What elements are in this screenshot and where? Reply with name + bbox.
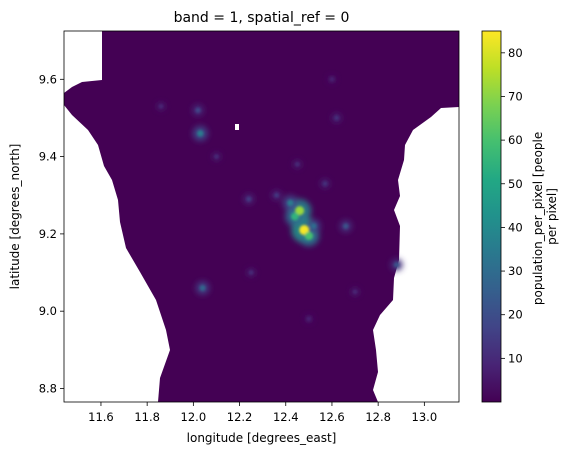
x-tick-label: 12.0 bbox=[181, 410, 207, 424]
density-cell bbox=[248, 270, 254, 275]
density-cell bbox=[246, 196, 252, 202]
density-cell bbox=[343, 223, 349, 229]
colorbar-tick-label: 40 bbox=[508, 220, 523, 234]
colorbar-tick-label: 10 bbox=[508, 351, 523, 365]
colorbar-tick-label: 30 bbox=[508, 264, 523, 278]
y-tick-label: 9.2 bbox=[39, 227, 57, 241]
density-cell bbox=[214, 154, 219, 159]
nodata-pixel bbox=[235, 124, 239, 130]
x-tick-label: 12.4 bbox=[273, 410, 299, 424]
raster-notch bbox=[64, 31, 102, 93]
x-axis-label: longitude [degrees_east] bbox=[187, 431, 337, 445]
x-tick-label: 13.0 bbox=[412, 410, 438, 424]
x-tick-label: 12.6 bbox=[319, 410, 345, 424]
density-cell bbox=[295, 206, 305, 216]
plot-area bbox=[64, 31, 459, 402]
colorbar: 10 20 30 40 50 60 70 80 population_per_pixel [p… bbox=[481, 30, 559, 403]
density-cell bbox=[306, 316, 312, 322]
colorbar-tick-label: 20 bbox=[508, 308, 523, 322]
density-cell bbox=[274, 192, 280, 198]
density-cell bbox=[291, 212, 299, 221]
density-cell bbox=[329, 77, 335, 82]
x-tick-label: 12.8 bbox=[365, 410, 391, 424]
colorbar-gradient bbox=[482, 31, 501, 402]
density-cell bbox=[294, 161, 300, 167]
density-cell bbox=[310, 223, 317, 230]
y-tick-label: 9.4 bbox=[39, 150, 57, 164]
plot-frame bbox=[63, 30, 460, 403]
density-cell bbox=[158, 104, 164, 109]
density-cell bbox=[322, 181, 328, 187]
density-cell bbox=[304, 231, 313, 240]
colorbar-tick-label: 60 bbox=[508, 133, 523, 147]
y-axis-label: latitude [degrees_north] bbox=[8, 144, 22, 290]
colorbar-tick-label: 50 bbox=[508, 177, 523, 191]
colorbar-frame bbox=[481, 30, 502, 403]
density-cell bbox=[197, 130, 204, 137]
colorbar-ticks: 10 20 30 40 50 60 70 80 bbox=[501, 46, 523, 365]
density-cell bbox=[352, 289, 358, 295]
density-cell bbox=[195, 107, 201, 113]
y-axis-ticks: 8.8 9.0 9.2 9.4 9.6 bbox=[39, 72, 64, 395]
density-cell bbox=[287, 199, 294, 207]
density-cell bbox=[199, 285, 206, 291]
colorbar-tick-label: 70 bbox=[508, 89, 523, 103]
colorbar-label: population_per_pixel [people per pixel] bbox=[531, 128, 559, 305]
x-axis-ticks: 11.6 11.8 12.0 12.2 12.4 12.6 12.8 13.0 bbox=[88, 402, 437, 424]
x-tick-label: 12.2 bbox=[227, 410, 253, 424]
density-cell bbox=[334, 115, 339, 121]
raster-footprint bbox=[64, 31, 459, 402]
x-tick-label: 11.8 bbox=[134, 410, 160, 424]
chart-title: band = 1, spatial_ref = 0 bbox=[174, 10, 350, 26]
y-tick-label: 9.0 bbox=[39, 304, 57, 318]
density-cell bbox=[393, 262, 400, 268]
colorbar-tick-label: 80 bbox=[508, 46, 523, 60]
y-tick-label: 8.8 bbox=[39, 381, 57, 395]
x-tick-label: 11.6 bbox=[88, 410, 114, 424]
y-tick-label: 9.6 bbox=[39, 72, 57, 86]
